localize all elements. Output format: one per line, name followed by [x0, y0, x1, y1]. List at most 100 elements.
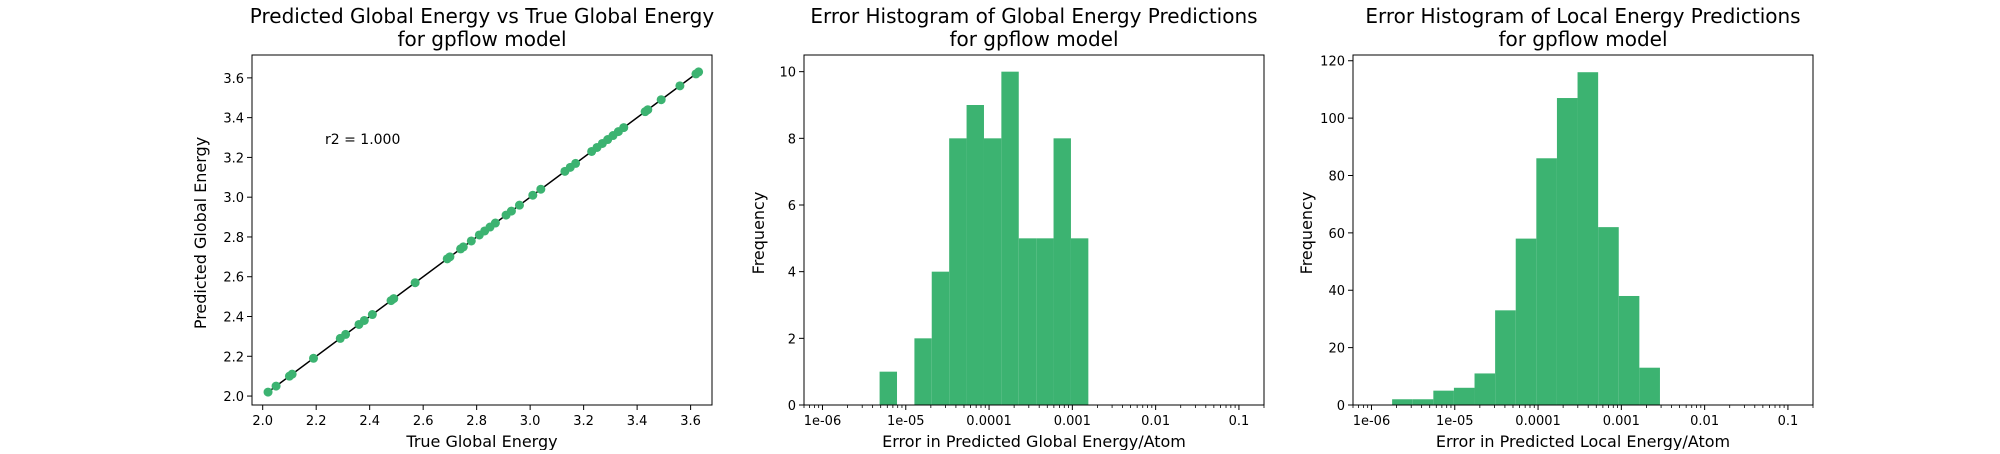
x-tick-label: 0.001 [1603, 414, 1640, 429]
y-tick-label: 20 [1328, 342, 1345, 357]
histogram-bar [949, 138, 967, 406]
scatter-point [490, 218, 500, 228]
x-tick-label: 2.8 [466, 414, 487, 429]
r2-annotation: r2 = 1.000 [325, 132, 400, 148]
scatter-panel: Predicted Global Energy vs True Global E… [191, 4, 715, 451]
local-error-histogram-panel: Error Histogram of Local Energy Predicti… [1297, 4, 1814, 451]
scatter-point [675, 81, 685, 91]
x-tick-label: 3.6 [680, 414, 701, 429]
y-tick-label: 2.8 [223, 231, 244, 246]
histogram-bar [1536, 158, 1557, 405]
x-tick-label: 0.01 [1141, 414, 1170, 429]
histogram-bar [1001, 71, 1019, 406]
y-tick-label: 10 [779, 66, 796, 81]
y-tick-label: 3.6 [223, 72, 244, 87]
histogram-bar [1556, 98, 1578, 406]
scatter-point [271, 381, 281, 391]
x-tick-label: 2.6 [413, 414, 434, 429]
x-tick-label: 0.01 [1690, 414, 1719, 429]
scatter-point [528, 190, 538, 200]
histogram-bar [983, 138, 1002, 406]
x-tick-label: 0.0001 [1515, 414, 1561, 429]
scatter-point [506, 206, 516, 216]
histogram-bar [1070, 238, 1089, 405]
plot-frame [251, 54, 713, 406]
scatter-point [536, 184, 546, 194]
plot-frame [803, 54, 1265, 406]
local-histogram-x-axis-label: Error in Predicted Local Energy/Atom [1436, 432, 1730, 450]
scatter-subtitle: for gpflow model [397, 27, 566, 51]
y-tick-label: 100 [1320, 112, 1345, 127]
histogram-bar [914, 338, 932, 405]
histogram-bar [1392, 399, 1413, 405]
global-histogram-y-axis-label: Frequency [749, 192, 768, 275]
y-tick-label: 0 [788, 399, 796, 414]
scatter-point [643, 105, 653, 115]
scatter-point [341, 329, 351, 339]
x-tick-label: 3.4 [627, 414, 648, 429]
histogram-bar [1036, 238, 1054, 405]
histogram-bar [1412, 399, 1434, 405]
x-tick-label: 0.001 [1054, 414, 1091, 429]
histogram-bar [1639, 367, 1660, 405]
x-tick-label: 3.0 [520, 414, 541, 429]
global-histogram-subtitle: for gpflow model [949, 27, 1118, 51]
y-tick-label: 120 [1320, 55, 1345, 70]
y-tick-label: 3.2 [223, 151, 244, 166]
histogram-bar [879, 371, 898, 405]
y-tick-label: 2.6 [223, 271, 244, 286]
histogram-bar [1018, 238, 1037, 405]
y-tick-label: 8 [788, 132, 796, 147]
global-error-histogram-panel: Error Histogram of Global Energy Predict… [749, 4, 1265, 451]
scatter-point [359, 315, 369, 325]
scatter-title: Predicted Global Energy vs True Global E… [250, 4, 715, 28]
scatter-point [445, 252, 455, 262]
scatter-point [656, 95, 666, 105]
scatter-x-axis-label: True Global Energy [405, 432, 557, 450]
plot-frame [1352, 54, 1814, 406]
scatter-point [458, 242, 468, 252]
x-tick-label: 3.2 [573, 414, 594, 429]
y-tick-label: 60 [1328, 227, 1345, 242]
scatter-point [619, 123, 629, 133]
histogram-bar [1433, 390, 1454, 405]
y-tick-label: 2.0 [223, 390, 244, 405]
y-tick-label: 2.4 [223, 311, 244, 326]
histogram-bar [1598, 227, 1619, 405]
histogram-bar [1474, 373, 1496, 405]
y-tick-label: 3.4 [223, 112, 244, 127]
y-tick-label: 4 [788, 266, 796, 281]
x-tick-label: 0.1 [1229, 414, 1250, 429]
global-histogram-title: Error Histogram of Global Energy Predict… [810, 4, 1257, 28]
histogram-bar [1495, 310, 1516, 405]
histogram-bar [1577, 72, 1599, 406]
scatter-point [410, 278, 420, 288]
histogram-bar [931, 271, 950, 405]
scatter-point [514, 200, 524, 210]
local-histogram-title: Error Histogram of Local Energy Predicti… [1365, 4, 1800, 28]
scatter-point [389, 294, 399, 304]
histogram-bar [1453, 387, 1475, 405]
scatter-y-axis-label: Predicted Global Energy [191, 137, 210, 329]
histogram-bar [1515, 238, 1537, 405]
global-histogram-x-axis-label: Error in Predicted Global Energy/Atom [882, 432, 1186, 450]
x-tick-label: 1e-06 [1353, 414, 1391, 429]
x-tick-label: 1e-06 [804, 414, 842, 429]
x-tick-label: 2.2 [306, 414, 327, 429]
histogram-bar [1053, 138, 1071, 406]
x-tick-label: 0.1 [1778, 414, 1799, 429]
x-tick-label: 2.4 [359, 414, 380, 429]
x-tick-label: 1e-05 [887, 414, 925, 429]
local-histogram-y-axis-label: Frequency [1297, 192, 1316, 275]
y-tick-label: 2 [788, 332, 796, 347]
y-tick-label: 6 [788, 199, 796, 214]
x-tick-label: 1e-05 [1436, 414, 1474, 429]
scatter-point [367, 310, 377, 320]
y-tick-label: 2.2 [223, 350, 244, 365]
y-tick-label: 3.0 [223, 191, 244, 206]
y-tick-label: 40 [1328, 284, 1345, 299]
scatter-point [287, 369, 297, 379]
histogram-bar [966, 105, 984, 405]
